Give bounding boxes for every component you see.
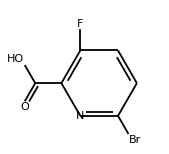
Text: O: O — [20, 103, 29, 113]
Text: N: N — [76, 111, 84, 121]
Text: F: F — [77, 19, 83, 29]
Text: Br: Br — [129, 135, 141, 145]
Text: HO: HO — [7, 54, 25, 64]
